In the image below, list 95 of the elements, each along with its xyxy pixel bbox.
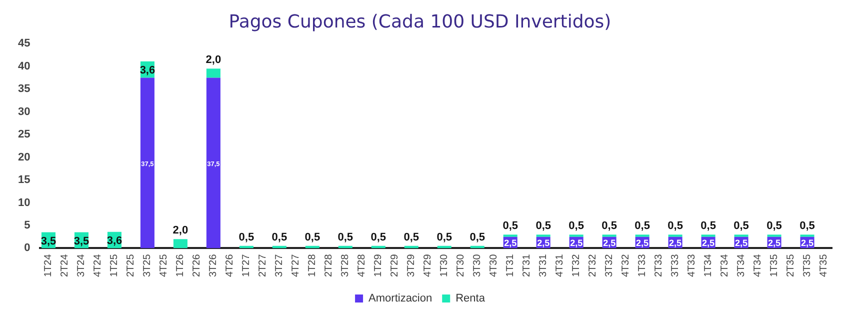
data-label: 0,5	[734, 220, 749, 232]
data-label: 2,5	[603, 238, 616, 248]
x-tick-label: 2T28	[324, 254, 335, 278]
data-label: 2,5	[669, 238, 682, 248]
x-tick-label: 2T24	[60, 254, 71, 278]
data-label: 2,5	[504, 238, 517, 248]
x-tick-label: 3T34	[736, 254, 748, 278]
y-tick-label: 40	[18, 60, 30, 72]
data-label: 0,5	[668, 220, 683, 232]
x-tick-label: 1T35	[769, 254, 780, 278]
x-tick-label: 3T30	[472, 254, 484, 278]
x-tick-label: 2T30	[456, 254, 467, 278]
x-tick-label: 1T28	[307, 254, 318, 278]
legend-label: Renta	[456, 292, 486, 305]
x-tick-label: 1T32	[571, 254, 582, 278]
x-tick-label: 4T30	[488, 254, 500, 278]
x-tick-label: 2T25	[126, 254, 137, 278]
x-tick-label: 4T32	[620, 254, 632, 278]
x-tick-label: 3T25	[142, 254, 154, 278]
x-tick-label: 2T33	[654, 254, 665, 278]
y-tick-label: 35	[18, 83, 30, 96]
x-tick-label: 3T27	[274, 254, 286, 278]
y-tick-label: 25	[18, 128, 30, 141]
x-tick-label: 3T29	[406, 254, 418, 278]
data-label: 0,5	[370, 231, 386, 244]
data-label: 2,5	[768, 238, 781, 248]
y-tick-label: 20	[18, 151, 30, 164]
x-tick-label: 3T35	[802, 254, 814, 278]
data-label: 2,5	[537, 238, 550, 248]
data-label: 0,5	[634, 220, 650, 232]
data-label: 2,5	[636, 238, 649, 248]
x-tick-label: 4T25	[158, 254, 170, 278]
data-label: 0,5	[404, 231, 420, 244]
bar	[206, 78, 220, 248]
x-tick-label: 1T26	[175, 254, 186, 278]
data-label: 0,5	[470, 231, 486, 244]
x-tick-label: 4T28	[356, 254, 368, 278]
x-tick-label: 2T31	[522, 254, 533, 278]
data-label: 0,5	[502, 220, 518, 232]
x-tick-label: 2T34	[720, 254, 731, 278]
data-label: 2,5	[801, 238, 814, 248]
data-label: 0,5	[238, 231, 254, 244]
x-tick-label: 4T31	[554, 254, 566, 278]
y-tick-label: 30	[18, 106, 30, 118]
data-label: 0,5	[766, 220, 782, 232]
x-tick-label: 3T33	[670, 254, 682, 278]
x-tick-label: 4T24	[92, 254, 104, 278]
x-tick-label: 1T24	[43, 254, 54, 278]
x-tick-label: 4T33	[686, 254, 698, 278]
x-tick-label: 3T28	[340, 254, 352, 278]
data-label: 0,5	[602, 220, 617, 232]
y-tick-label: 5	[24, 220, 30, 232]
x-tick-label: 3T24	[76, 254, 88, 278]
data-label: 2,5	[702, 238, 715, 248]
y-tick-label: 45	[18, 38, 30, 50]
x-tick-label: 4T34	[752, 254, 764, 278]
chart-title: Pagos Cupones (Cada 100 USD Invertidos)	[228, 11, 612, 32]
data-label: 2,5	[570, 238, 583, 248]
x-tick-label: 1T31	[505, 254, 516, 278]
x-tick-label: 4T27	[290, 254, 302, 278]
data-label: 2,5	[735, 238, 748, 248]
data-label: 0,5	[436, 231, 452, 244]
data-label: 0,5	[338, 231, 354, 244]
x-tick-label: 1T25	[109, 254, 120, 278]
bar	[140, 78, 154, 248]
data-label: 0,5	[568, 220, 584, 232]
data-label: 0,5	[272, 231, 288, 244]
x-tick-label: 1T27	[241, 254, 252, 278]
bar	[173, 239, 188, 248]
data-label: 0,5	[536, 220, 551, 232]
x-tick-label: 3T26	[208, 254, 220, 278]
data-label: 2,0	[206, 54, 222, 66]
data-label: 0,5	[800, 220, 815, 232]
x-tick-label: 1T34	[703, 254, 714, 278]
legend-label: Amortizacion	[368, 292, 432, 305]
data-label: 0,5	[304, 231, 320, 244]
x-tick-label: 1T33	[637, 254, 648, 278]
x-tick-label: 1T29	[373, 254, 384, 278]
data-label: 0,5	[700, 220, 716, 232]
x-tick-label: 2T35	[786, 254, 797, 278]
x-tick-label: 2T27	[258, 254, 269, 278]
x-tick-label: 2T29	[390, 254, 401, 278]
x-tick-label: 2T32	[588, 254, 599, 278]
x-tick-label: 2T26	[192, 254, 203, 278]
x-tick-label: 1T30	[439, 254, 450, 278]
data-label: 2,0	[172, 224, 188, 237]
y-tick-label: 10	[18, 196, 30, 209]
y-tick-label: 15	[18, 174, 30, 186]
y-tick-label: 0	[24, 242, 30, 254]
x-tick-label: 3T32	[604, 254, 616, 278]
bar	[206, 68, 220, 78]
x-tick-label: 4T26	[224, 254, 236, 278]
x-tick-label: 3T31	[538, 254, 550, 278]
x-tick-label: 4T29	[422, 254, 434, 278]
x-tick-label: 4T35	[818, 254, 830, 278]
